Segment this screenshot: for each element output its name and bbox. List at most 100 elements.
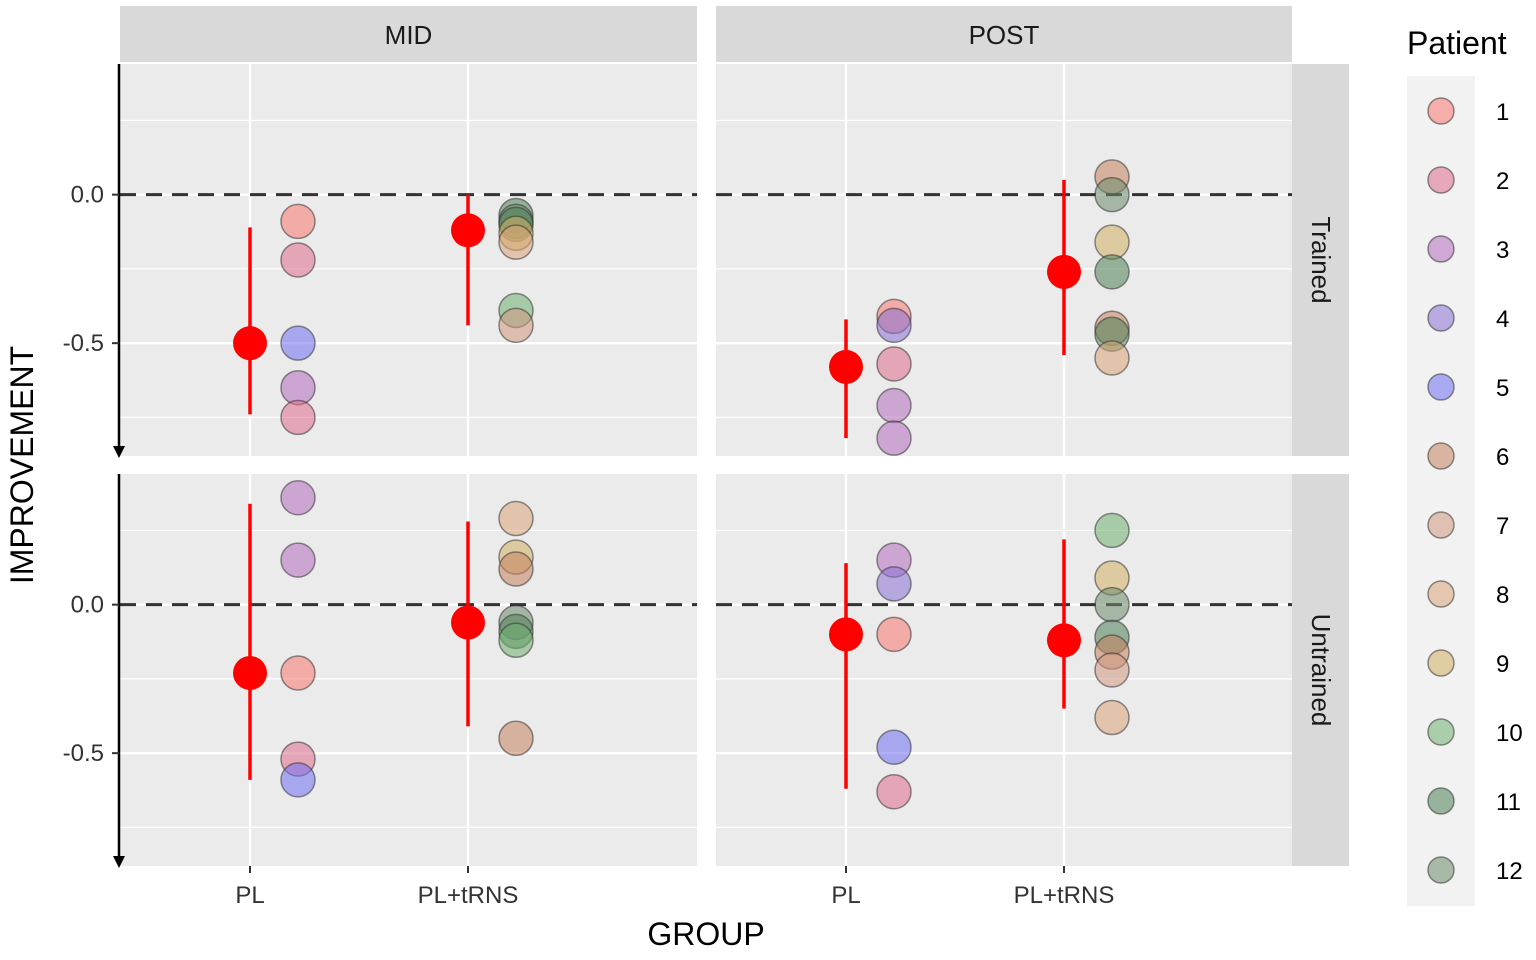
panel-post-untrained <box>716 474 1292 866</box>
patient-point-8 <box>1094 340 1130 376</box>
patient-point-1 <box>280 203 316 240</box>
mean-point-pl <box>829 617 863 652</box>
legend-label: 6 <box>1496 444 1509 471</box>
legend-label: 4 <box>1496 306 1509 333</box>
strip-untrained: Untrained <box>1292 474 1349 866</box>
legend-swatch <box>1427 580 1455 608</box>
legend-swatch <box>1427 304 1455 332</box>
panels-layer <box>120 64 1292 866</box>
strip-trained: Trained <box>1292 64 1349 456</box>
patient-point-3 <box>280 542 316 578</box>
legend-item-12: 12 <box>1427 856 1523 885</box>
legend-swatch <box>1427 373 1455 401</box>
patient-point-2 <box>280 242 316 278</box>
legend-swatch <box>1427 166 1455 194</box>
x-axis-title: GROUP <box>647 916 764 952</box>
legend-swatch <box>1427 97 1455 125</box>
patient-point-7 <box>1094 652 1130 688</box>
mean-point-pl-trns <box>451 605 485 640</box>
patient-point-5 <box>280 762 316 798</box>
x-axis-post: PL PL+tRNS <box>831 866 1114 909</box>
y-tick-label: 0.0 <box>71 182 104 209</box>
x-tick-label: PL <box>235 882 264 909</box>
patient-point-7 <box>498 307 534 344</box>
strip-background <box>120 6 697 62</box>
panel-background <box>716 64 1292 456</box>
patient-point-3 <box>280 369 316 406</box>
legend-swatch <box>1427 235 1455 263</box>
mean-point-pl-trns <box>451 213 485 248</box>
patient-point-6 <box>498 551 534 587</box>
patient-point-3 <box>280 480 316 516</box>
patient-point-9 <box>1094 224 1130 260</box>
y-axis-title: IMPROVEMENT <box>4 346 40 584</box>
patient-point-2 <box>876 346 912 382</box>
legend-item-3: 3 <box>1427 235 1509 264</box>
patient-point-2 <box>876 774 912 810</box>
patient-point-1 <box>876 616 912 653</box>
strip-background <box>1292 474 1349 866</box>
legend-swatch <box>1427 442 1455 470</box>
legend-label: 1 <box>1496 99 1509 126</box>
x-tick-label: PL <box>831 882 860 909</box>
x-tick-label: PL+tRNS <box>418 882 519 909</box>
legend-swatch <box>1427 856 1455 884</box>
legend-label: 3 <box>1496 237 1509 264</box>
patient-point-1 <box>280 655 316 691</box>
legend-item-6: 6 <box>1427 442 1509 471</box>
mean-point-pl-trns <box>1047 623 1081 658</box>
legend-item-7: 7 <box>1427 511 1509 540</box>
y-axis-arrow <box>113 856 125 868</box>
patient-point-12 <box>1094 586 1130 623</box>
legend-title: Patient <box>1407 25 1507 61</box>
patient-point-11 <box>1094 254 1130 290</box>
legend-item-9: 9 <box>1427 649 1509 678</box>
legend-label: 11 <box>1496 789 1521 816</box>
patient-point-3 <box>876 420 912 456</box>
legend-key-background <box>1407 76 1475 906</box>
legend-item-1: 1 <box>1427 97 1509 126</box>
patient-point-4 <box>876 307 912 344</box>
legend-label: 9 <box>1496 651 1509 678</box>
strip-label: Untrained <box>1306 614 1336 727</box>
strip-background <box>716 6 1292 62</box>
strip-label: Trained <box>1306 216 1336 303</box>
legend-item-8: 8 <box>1427 580 1509 609</box>
legend-swatch <box>1427 718 1455 746</box>
strip-label: POST <box>969 20 1040 50</box>
patient-point-10 <box>1094 512 1130 549</box>
panel-mid-untrained <box>120 474 697 866</box>
y-tick-label: -0.5 <box>63 330 104 357</box>
mean-point-pl <box>233 655 267 690</box>
legend-item-10: 10 <box>1427 718 1523 747</box>
patient-point-8 <box>1094 699 1130 736</box>
strip-post: POST <box>716 6 1292 62</box>
strip-mid: MID <box>120 6 697 62</box>
patient-point-4 <box>876 566 912 602</box>
patient-point-3 <box>876 387 912 424</box>
patient-point-5 <box>876 729 912 765</box>
strip-label: MID <box>385 20 433 50</box>
x-axis-mid: PL PL+tRNS <box>235 866 518 909</box>
legend-label: 10 <box>1496 720 1523 747</box>
patient-point-6 <box>498 720 534 757</box>
strip-background <box>1292 64 1349 456</box>
patient-point-12 <box>1094 176 1130 213</box>
x-tick-label: PL+tRNS <box>1014 882 1115 909</box>
legend-swatch <box>1427 649 1455 677</box>
legend-swatch <box>1427 511 1455 539</box>
y-tick-label: 0.0 <box>71 592 104 619</box>
panel-background <box>120 64 697 456</box>
panel-post-trained <box>716 64 1292 456</box>
strips-layer: MID POST Trained Untrained <box>120 6 1349 866</box>
legend-swatch <box>1427 787 1455 815</box>
legend-label: 5 <box>1496 375 1509 402</box>
panel-mid-trained <box>120 64 697 456</box>
mean-point-pl <box>829 349 863 384</box>
legend-label: 8 <box>1496 582 1509 609</box>
patient-point-8 <box>498 500 534 537</box>
y-axis-trained: 0.0 -0.5 <box>63 64 125 458</box>
